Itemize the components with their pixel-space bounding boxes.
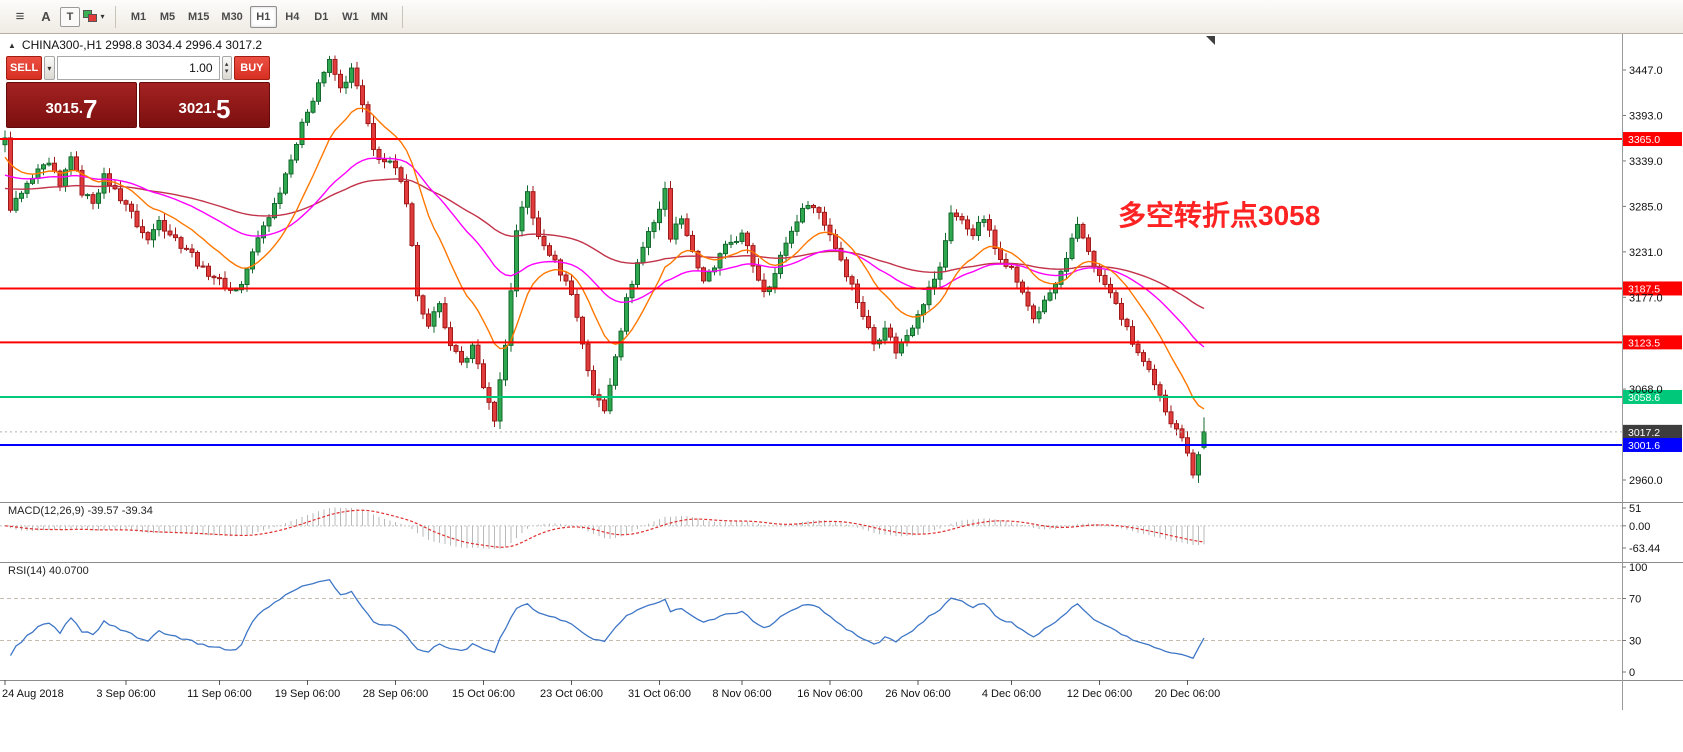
time-axis-tick: 4 Dec 06:00 — [982, 688, 1041, 700]
timeframe-h4[interactable]: H4 — [285, 10, 300, 23]
svg-text:3058.6: 3058.6 — [1628, 392, 1660, 404]
rsi-line — [9, 578, 1205, 660]
buy-price-big-digit: 5 — [216, 94, 231, 124]
timeframe-h1[interactable]: H1 — [249, 5, 277, 28]
svg-text:3187.5: 3187.5 — [1628, 283, 1660, 295]
spinner-up-icon[interactable]: ▴ — [224, 61, 229, 68]
time-axis-tick: 15 Oct 06:00 — [452, 688, 515, 700]
timeframe-d1[interactable]: D1 — [314, 10, 329, 23]
text-box-icon[interactable]: T — [60, 6, 80, 27]
price-axis-tick: 3068.0 — [1629, 384, 1663, 396]
ma-slow-line — [4, 178, 1205, 310]
rsi-axis-tick: 30 — [1629, 636, 1641, 648]
price-axis-tick: 3393.0 — [1629, 110, 1663, 122]
colors-icon[interactable]: ▾ — [82, 5, 106, 29]
time-scale[interactable] — [0, 680, 1622, 710]
time-axis-tick: 8 Nov 06:00 — [712, 688, 771, 700]
toolbar-separator — [401, 5, 403, 28]
symbol-marker-icon: ▲ — [8, 40, 16, 50]
buy-price-display[interactable]: 3021. 5 — [139, 82, 270, 128]
price-axis-tick: 3177.0 — [1629, 292, 1663, 304]
svg-text:3001.6: 3001.6 — [1628, 440, 1660, 452]
time-axis-tick: 23 Oct 06:00 — [540, 688, 603, 700]
sell-price-display[interactable]: 3015. 7 — [6, 82, 137, 128]
chevron-down-icon: ▾ — [100, 12, 105, 21]
timeframe-m1[interactable]: M1 — [130, 10, 147, 23]
chart-annotation: 多空转折点3058 — [1118, 200, 1321, 231]
svg-text:3017.2: 3017.2 — [1628, 427, 1660, 439]
chart-lines-icon[interactable]: ≡ — [15, 8, 25, 25]
ma-mid-line — [4, 157, 1205, 348]
time-axis-tick: 26 Nov 06:00 — [885, 688, 950, 700]
time-axis-tick: 31 Oct 06:00 — [628, 688, 691, 700]
symbol-ohlc-text: CHINA300-,H1 2998.8 3034.4 2996.4 3017.2 — [21, 38, 263, 52]
time-axis-tick: 3 Sep 06:00 — [96, 688, 155, 700]
timeframe-m30[interactable]: M30 — [221, 10, 243, 23]
time-axis-tick: 16 Nov 06:00 — [797, 688, 862, 700]
spinner-down-icon[interactable]: ▾ — [224, 68, 229, 75]
chart-area: 3365.0 3187.5 3123.5 3058.6 3017.23001.6 3447… — [0, 34, 1683, 752]
volume-input[interactable] — [56, 56, 220, 80]
svg-text:3123.5: 3123.5 — [1628, 337, 1660, 349]
candlesticks — [2, 55, 1207, 483]
price-level-label — [1623, 281, 1682, 296]
macd-axis-tick: 0.00 — [1629, 521, 1650, 533]
rsi-indicator-label: RSI(14) 40.0700 — [8, 565, 89, 577]
sell-price-base: 3015. — [45, 100, 84, 117]
sell-button[interactable]: SELL — [6, 56, 43, 80]
price-axis-tick: 3447.0 — [1629, 65, 1663, 77]
price-level-label — [1623, 424, 1682, 439]
timeframe-m5[interactable]: M5 — [159, 10, 176, 23]
ma-fast-line — [4, 107, 1205, 410]
time-axis-tick: 12 Dec 06:00 — [1067, 688, 1132, 700]
svg-text:3365.0: 3365.0 — [1628, 134, 1660, 146]
buy-button[interactable]: BUY — [233, 56, 270, 80]
time-axis-tick: 20 Dec 06:00 — [1155, 688, 1220, 700]
buy-price-base: 3021. — [178, 100, 217, 117]
rsi-axis-tick: 70 — [1629, 594, 1641, 606]
chart-toolbar: ≡ A T ▾ M1 M5 M15 M30 H1 H4 D1 W1 MN — [0, 0, 1683, 34]
price-axis-tick: 3339.0 — [1629, 156, 1663, 168]
drawing-tools-group: ≡ A T ▾ — [8, 5, 106, 29]
time-axis-tick: 28 Sep 06:00 — [363, 688, 428, 700]
time-axis-tick: 24 Aug 2018 — [2, 688, 64, 700]
price-level-label — [1623, 437, 1682, 452]
sell-price-big-digit: 7 — [83, 94, 98, 124]
macd-axis-tick: 51 — [1629, 503, 1641, 515]
timeframe-m15[interactable]: M15 — [188, 10, 210, 23]
rsi-axis-tick: 0 — [1629, 667, 1635, 679]
chart-shift-marker[interactable] — [1206, 36, 1215, 45]
chevron-down-icon: ▾ — [47, 63, 52, 73]
volume-dropdown[interactable]: ▾ — [44, 56, 55, 80]
price-axis-tick: 3285.0 — [1629, 201, 1663, 213]
label-a-icon[interactable]: A — [41, 9, 51, 24]
symbol-ohlc-info: ▲ CHINA300-,H1 2998.8 3034.4 2996.4 3017… — [8, 38, 262, 52]
price-axis-tick: 2960.0 — [1629, 475, 1663, 487]
time-axis-tick: 19 Sep 06:00 — [275, 688, 340, 700]
timeframe-buttons-group: M1 M5 M15 M30 H1 H4 D1 W1 MN — [125, 5, 393, 28]
macd-signal-line — [4, 509, 1205, 548]
price-axis-tick: 3231.0 — [1629, 247, 1663, 259]
rsi-axis-tick: 100 — [1629, 562, 1647, 574]
price-scale[interactable] — [1622, 34, 1683, 710]
macd-axis-tick: -63.44 — [1629, 543, 1660, 555]
toolbar-separator — [115, 5, 116, 28]
price-level-label — [1623, 132, 1682, 147]
one-click-trading-panel: SELL ▾ ▴ ▾ BUY 3015.7 3021.5 — [6, 56, 270, 128]
timeframe-w1[interactable]: W1 — [342, 10, 359, 23]
timeframe-mn[interactable]: MN — [370, 10, 388, 23]
volume-stepper[interactable]: ▴ ▾ — [221, 56, 232, 80]
time-axis-tick: 11 Sep 06:00 — [187, 688, 252, 700]
chart-canvas[interactable]: 3365.0 3187.5 3123.5 3058.6 3017.23001.6 3447… — [0, 34, 1683, 752]
macd-indicator-label: MACD(12,26,9) -39.57 -39.34 — [8, 505, 153, 517]
price-level-label — [1623, 389, 1682, 404]
price-level-label — [1623, 335, 1682, 350]
